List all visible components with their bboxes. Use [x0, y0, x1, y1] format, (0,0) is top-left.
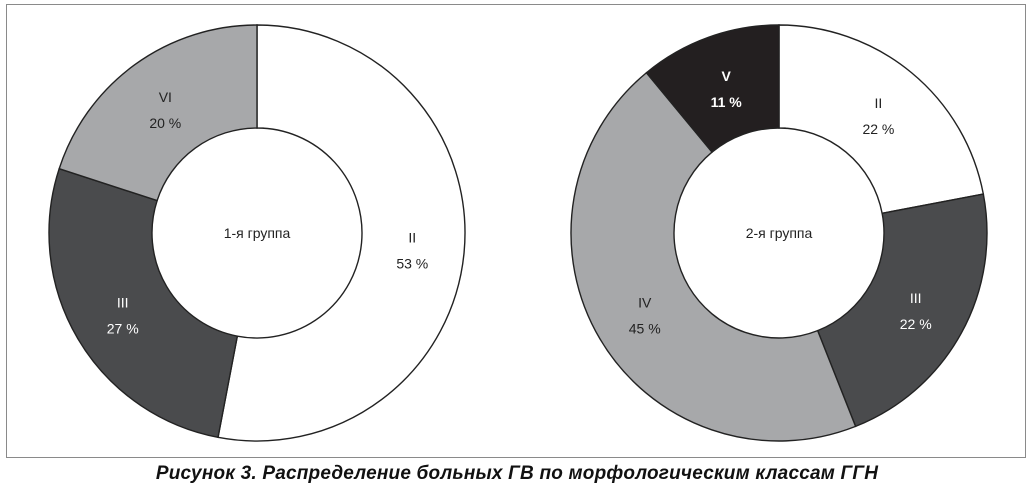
slice-label-group-2-IV: IV: [638, 294, 652, 310]
slice-value-group-1-VI: 20 %: [149, 115, 181, 131]
slice-group-2-III: [816, 193, 988, 428]
slice-label-group-2-III: III: [910, 290, 922, 306]
center-label-group-1: 1-я группа: [224, 225, 291, 241]
slice-group-1-VI: [58, 24, 258, 202]
donut-charts: II 53 % III 27 % VI 20 % 1-я группа II 22 % III 22…: [48, 24, 988, 442]
slice-value-group-1-III: 27 %: [107, 320, 139, 336]
slice-label-group-2-II: II: [875, 95, 883, 111]
slice-label-group-1-II: II: [408, 230, 416, 246]
figure-caption: Рисунок 3. Распределение больных ГВ по м…: [155, 463, 879, 484]
slice-label-group-1-III: III: [117, 294, 129, 310]
slice-group-1-III: [48, 167, 239, 439]
slice-value-group-2-II: 22 %: [862, 121, 894, 137]
slice-group-1-II: [217, 24, 466, 442]
slice-label-group-1-VI: VI: [159, 89, 172, 105]
slice-group-2-IV: [570, 71, 857, 442]
donut-group-2: II 22 % III 22 % IV 45 % V 11 % 2-я группа: [570, 24, 988, 442]
slice-group-2-V: [645, 24, 780, 154]
donut-group-1: II 53 % III 27 % VI 20 % 1-я группа: [48, 24, 466, 442]
slice-value-group-2-V: 11 %: [711, 94, 743, 110]
slice-value-group-2-III: 22 %: [900, 316, 932, 332]
slice-value-group-1-II: 53 %: [396, 256, 428, 272]
center-label-group-2: 2-я группа: [746, 225, 813, 241]
slice-value-group-2-IV: 45 %: [629, 320, 661, 336]
slice-group-2-II: [778, 24, 985, 215]
slice-label-group-2-V: V: [721, 68, 731, 84]
